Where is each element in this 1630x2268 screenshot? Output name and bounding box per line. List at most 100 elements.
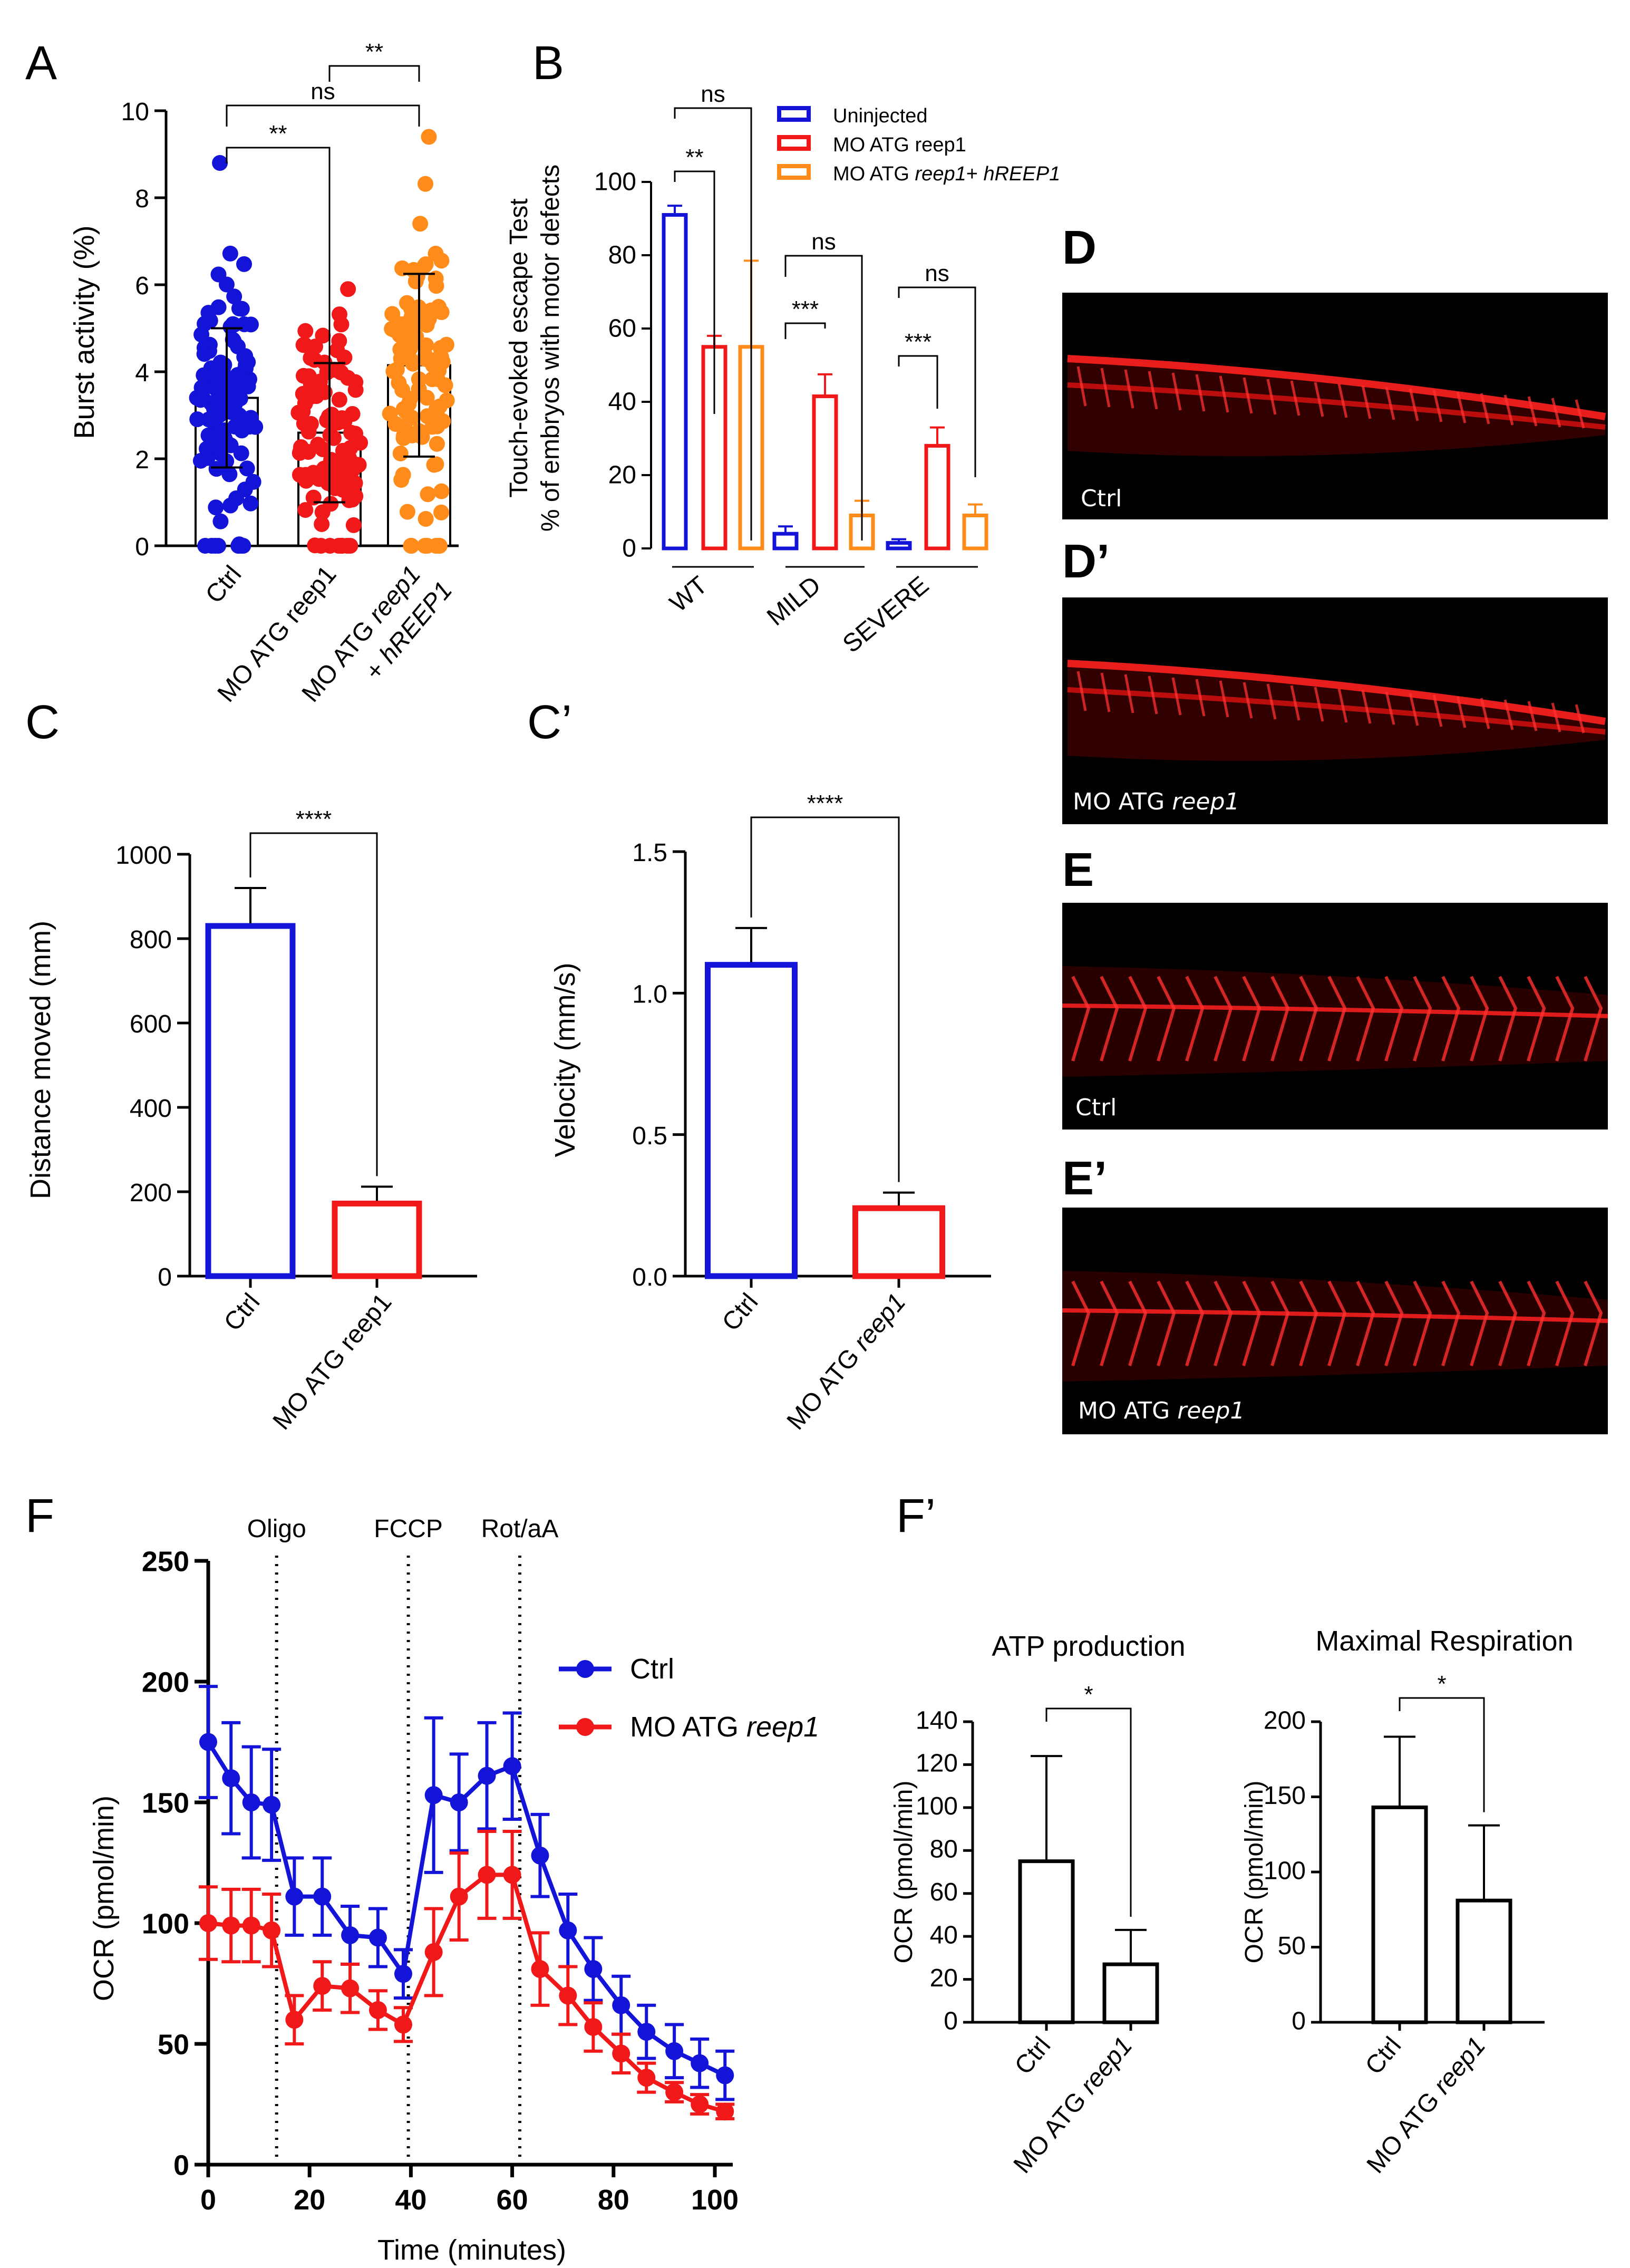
panel-a-point <box>403 538 420 554</box>
fish-body <box>1068 661 1605 761</box>
panel-b-sig-wt-2-bracket <box>674 107 752 541</box>
panel-f-prime-2-title: Maximal Respiration <box>1315 1625 1573 1657</box>
fish-chevron <box>1128 1280 1148 1366</box>
fish-chevron <box>1327 976 1347 1061</box>
panel-c-y-tick-label: 200 <box>130 1179 172 1207</box>
panel-f-point-1 <box>531 1960 549 1979</box>
panel-a-point <box>297 323 314 339</box>
fish-somite <box>1385 691 1395 725</box>
panel-f-prime-1-xlabel-mo-plain: MO ATG <box>1008 2081 1097 2179</box>
image-d-prime-caption: MO ATG reep1 <box>1073 788 1239 815</box>
fish-chevron <box>1555 1280 1575 1366</box>
panel-a-point <box>345 517 362 533</box>
panel-a-chart: Burst activity (%) Ctrl MO ATG reep1 MO … <box>69 39 459 708</box>
panel-a-point <box>212 155 228 171</box>
panel-f-legend: Ctrl MO ATG reep1 <box>559 1653 819 1743</box>
image-e-caption: Ctrl <box>1075 1094 1117 1121</box>
panel-f-point-1 <box>665 2083 684 2101</box>
panel-label-d-prime: D’ <box>1062 535 1110 588</box>
fish-somite <box>1243 682 1253 719</box>
panel-f-prime-2-sig-label: * <box>1437 1671 1446 1697</box>
fish-body <box>1062 966 1608 1077</box>
panel-f-prime-1-y-tick-label: 60 <box>930 1878 958 1906</box>
panel-a-point <box>417 351 433 367</box>
legend-label-uninjected: Uninjected <box>833 105 928 127</box>
fish-chevron <box>1128 976 1148 1061</box>
panel-a-point <box>319 364 335 381</box>
panel-a-point <box>334 410 350 427</box>
fish-chevron <box>1071 976 1091 1061</box>
panel-a-point <box>196 367 212 383</box>
panel-c-prime-bar-0 <box>705 962 798 1279</box>
panel-a-point <box>400 315 416 331</box>
panel-a-point <box>416 538 433 554</box>
panel-f-prime-1-sig-bracket <box>1045 1707 1132 1917</box>
panel-a-point <box>431 538 448 554</box>
panel-label-b: B <box>532 37 564 90</box>
fish-chevron <box>1470 976 1489 1061</box>
image-e-ctrl: Ctrl <box>1062 903 1608 1130</box>
panel-a-point <box>303 469 319 485</box>
fish-mid-line <box>1067 687 1606 735</box>
panel-f-y-tick-label: 100 <box>142 1908 189 1940</box>
panel-f-point-0 <box>285 1887 304 1906</box>
panel-a-point <box>227 418 243 435</box>
fish-muscle-e-prime-illustration <box>1062 1271 1608 1382</box>
panel-f-prime-2-sig-bracket <box>1399 1697 1485 1812</box>
panel-b-bar-MILD-0 <box>772 532 799 551</box>
fish-somite <box>1432 694 1443 727</box>
panel-a-point <box>295 337 312 353</box>
fish-chevron <box>1441 976 1461 1061</box>
panel-f-point-1 <box>199 1914 217 1932</box>
panel-a-point <box>393 471 410 488</box>
panel-c-prime-xlabel-mo-italic: reep1 <box>848 1288 911 1356</box>
panel-b-chart: Touch-evoked escape Test % of embryos wi… <box>505 81 1060 659</box>
panel-a-point <box>418 176 434 192</box>
panel-f-legend-ctrl: Ctrl <box>630 1653 674 1685</box>
panel-f-point-1 <box>242 1916 260 1935</box>
panel-b-xlabel-WT: WT <box>665 571 713 618</box>
panel-a-point <box>245 474 261 490</box>
panel-a-point <box>347 426 364 442</box>
panel-b-sig-mild-2-label: ns <box>811 229 836 255</box>
panel-label-f-prime: F’ <box>896 1490 936 1542</box>
panel-a-point <box>226 316 242 333</box>
panel-a-point <box>405 355 421 372</box>
fish-somite <box>1361 385 1372 419</box>
panel-a-ylabel: Burst activity (%) <box>69 225 100 439</box>
panel-c-ylabel: Distance moved (mm) <box>25 921 56 1199</box>
panel-b-sig-mild-2-bracket <box>784 255 863 541</box>
panel-a-point <box>295 385 311 402</box>
image-e-prime-caption: MO ATG reep1 <box>1078 1397 1245 1424</box>
panel-a-point <box>404 410 420 426</box>
panel-f-y-tick-label: 150 <box>142 1788 189 1819</box>
fish-somite <box>1337 688 1348 723</box>
fish-chevron <box>1157 976 1176 1061</box>
panel-a-point <box>418 510 434 527</box>
panel-a-point <box>420 486 436 503</box>
panel-a-point <box>399 504 415 520</box>
panel-a-sig-ctrl-rescue-bracket <box>226 104 420 127</box>
panel-label-c-prime: C’ <box>527 696 572 749</box>
panel-f-prime-2-y-tick-label: 200 <box>1264 1706 1306 1734</box>
panel-f-legend-mo-italic: reep1 <box>746 1711 819 1743</box>
panel-f-prime-1-title: ATP production <box>992 1630 1185 1662</box>
panel-f-x-tick-label: 100 <box>691 2184 739 2216</box>
panel-a-sig-mo-rescue-label: ** <box>365 39 383 65</box>
legend-marker-ctrl <box>576 1660 594 1678</box>
panel-f-point-0 <box>222 1769 240 1788</box>
fish-chevron <box>1527 976 1546 1061</box>
panel-f-point-0 <box>450 1793 468 1811</box>
panel-f-x-tick-label: 60 <box>497 2184 528 2216</box>
fish-chevron <box>1441 1280 1461 1366</box>
panel-f-x-tick-label: 20 <box>294 2184 325 2216</box>
panel-f-prime-1-y-tick-label: 40 <box>930 1921 958 1949</box>
fish-somite <box>1456 391 1467 423</box>
panel-f-prime-charts: ATP production OCR (pmol/min) Ctrl MO AT… <box>890 1625 1574 2179</box>
fish-chevron <box>1470 1280 1489 1366</box>
panel-c-bar-1 <box>332 1200 422 1279</box>
panel-c-prime-sig-bracket <box>750 816 900 1182</box>
panel-b-y-tick-label: 60 <box>608 314 636 342</box>
fish-body <box>1062 1271 1608 1382</box>
panel-f-point-1 <box>691 2095 709 2113</box>
